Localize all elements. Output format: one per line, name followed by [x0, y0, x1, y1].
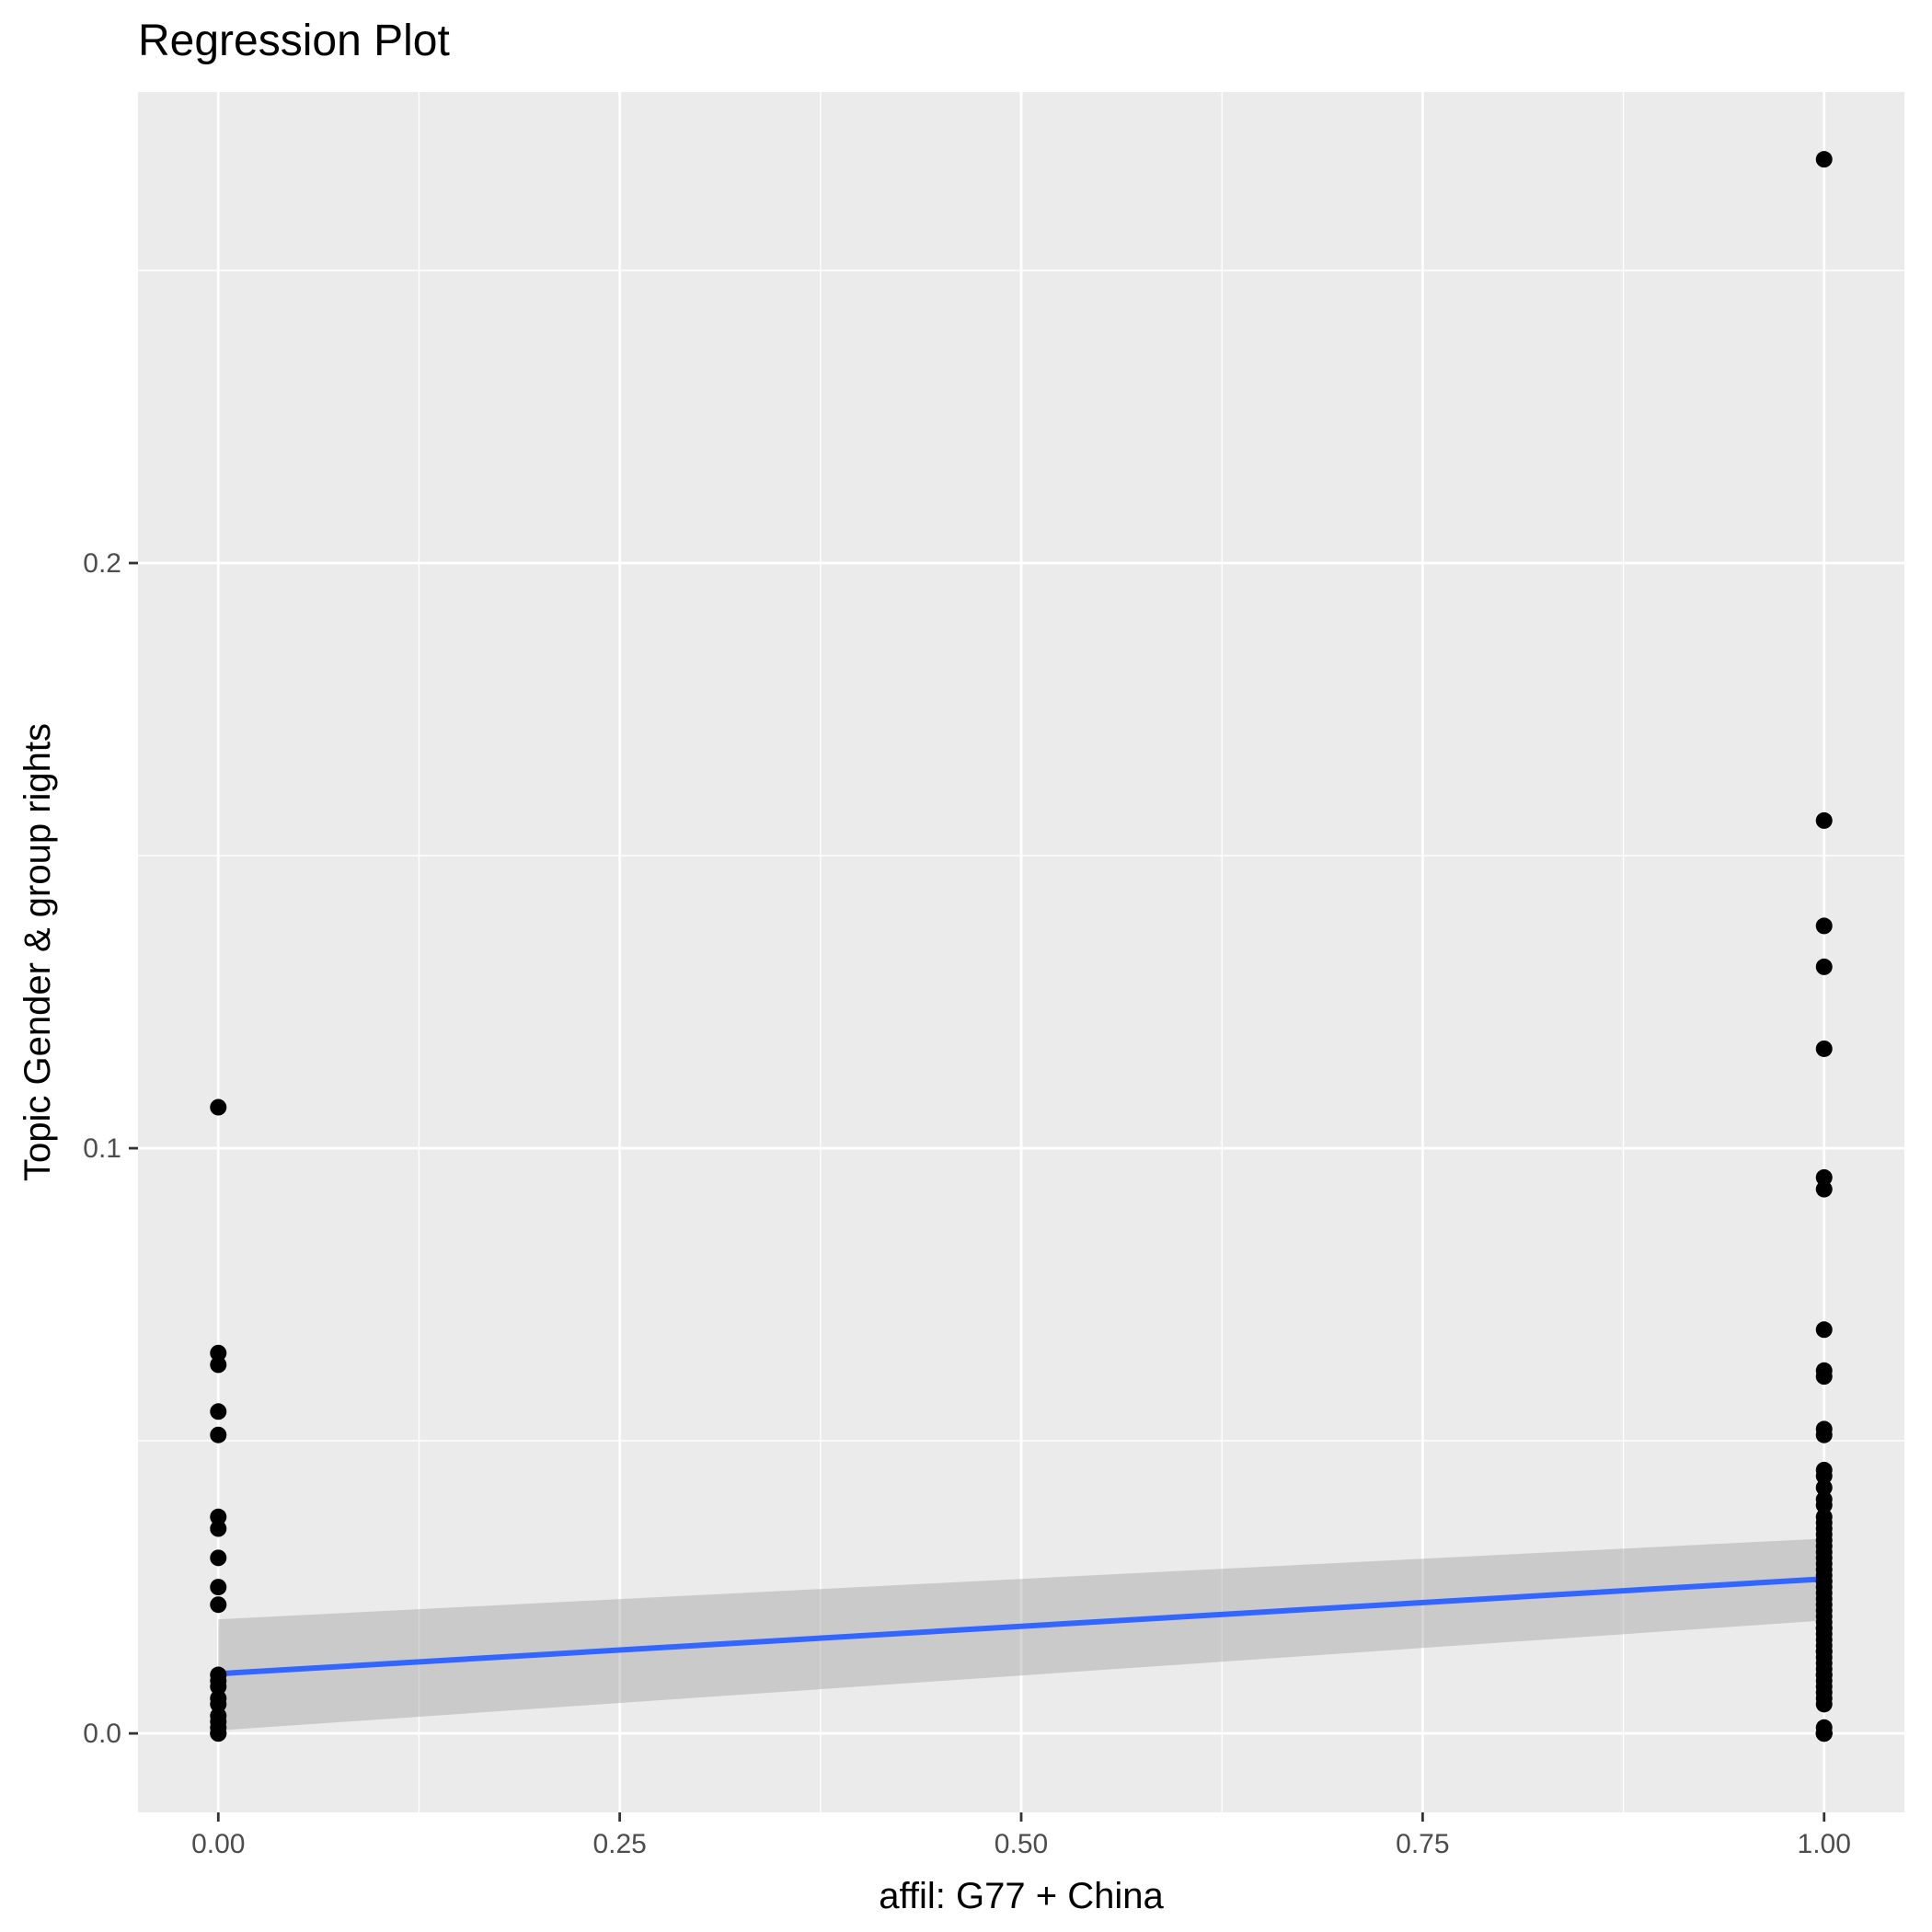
y-tick-label: 0.0: [83, 1719, 121, 1749]
y-axis: 0.0 0.1 0.2: [83, 548, 138, 1749]
data-point: [210, 1696, 227, 1713]
data-point: [1815, 1619, 1833, 1637]
x-tick-label: 0.75: [1396, 1829, 1449, 1859]
confidence-band: [218, 1538, 1824, 1731]
y-tick-label: 0.2: [83, 548, 121, 579]
data-point: [1815, 1478, 1833, 1496]
data-point: [1815, 1040, 1833, 1057]
data-point: [1815, 811, 1833, 829]
data-point: [210, 1678, 227, 1696]
data-point: [210, 1356, 227, 1374]
data-point: [1815, 1467, 1833, 1485]
x-tick-label: 0.25: [592, 1829, 646, 1859]
y-tick-label: 0.1: [83, 1133, 121, 1164]
data-point: [210, 1403, 227, 1420]
regression-line: [218, 1576, 1824, 1677]
data-point: [1815, 1643, 1833, 1661]
data-point: [1815, 958, 1833, 975]
data-point: [210, 1098, 227, 1116]
data-point: [1815, 1321, 1833, 1339]
data-point: [210, 1344, 227, 1362]
data-point: [1815, 1368, 1833, 1386]
data-point: [1815, 151, 1833, 168]
data-point: [1815, 1666, 1833, 1684]
x-tick-label: 0.00: [191, 1829, 245, 1859]
data-point: [1815, 1696, 1833, 1713]
data-point: [210, 1596, 227, 1614]
data-point: [1815, 1168, 1833, 1186]
y-axis-title: Topic Gender & group rights: [17, 723, 58, 1181]
data-point: [210, 1579, 227, 1596]
data-point: [1815, 1725, 1833, 1742]
data-point: [210, 1549, 227, 1567]
data-point: [210, 1508, 227, 1525]
x-axis-title: affil: G77 + China: [879, 1876, 1164, 1916]
data-point: [1815, 917, 1833, 935]
x-axis: 0.00 0.25 0.50 0.75 1.00: [191, 1812, 1851, 1859]
major-gridlines: [138, 92, 1904, 1812]
x-tick-label: 0.50: [995, 1829, 1048, 1859]
data-point: [1815, 1426, 1833, 1443]
data-point: [210, 1426, 227, 1443]
data-point: [1815, 1572, 1833, 1590]
data-point: [210, 1520, 227, 1537]
x-tick-label: 1.00: [1798, 1829, 1851, 1859]
data-point: [210, 1725, 227, 1742]
chart-title: Regression Plot: [138, 17, 450, 65]
data-point: [1815, 1497, 1833, 1514]
data-point: [1815, 1180, 1833, 1198]
data-points: [210, 151, 1833, 1742]
